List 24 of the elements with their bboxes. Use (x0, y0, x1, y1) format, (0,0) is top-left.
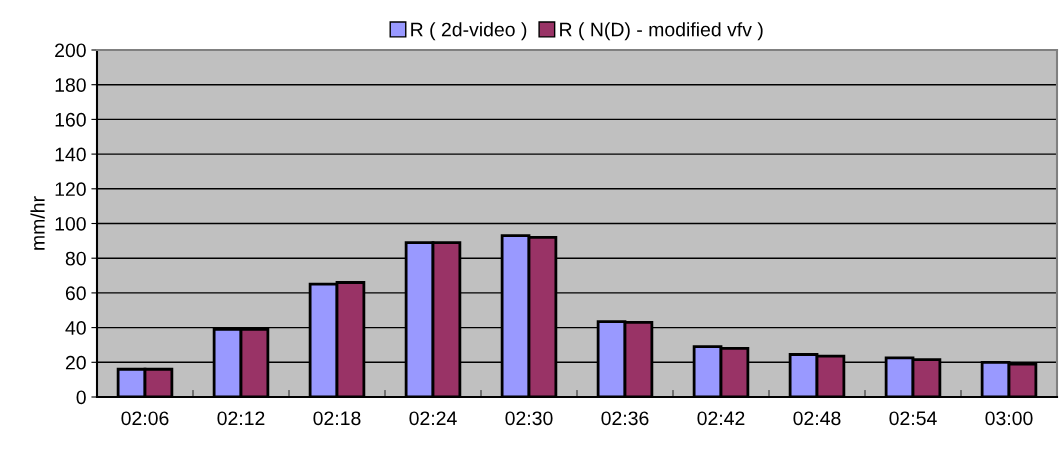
y-tick-label: 0 (76, 390, 86, 405)
x-tick-label: 02:18 (313, 411, 361, 426)
y-tick-label: 20 (65, 355, 86, 370)
y-tick-label: 200 (55, 43, 86, 58)
x-tick-label: 02:54 (889, 411, 937, 426)
y-axis-title: mm/hr (30, 196, 45, 250)
y-tick-label: 80 (65, 251, 86, 266)
x-tick-label: 03:00 (985, 411, 1033, 426)
legend-label: R ( 2d-video ) (411, 22, 527, 41)
x-tick-label: 02:36 (601, 411, 649, 426)
x-tick-label: 02:48 (793, 411, 841, 426)
y-tick-label: 180 (55, 78, 86, 92)
legend-label: R ( N(D) - modified vfv ) (560, 22, 763, 41)
y-tick-label: 40 (65, 321, 86, 335)
y-tick-label: 100 (55, 216, 86, 231)
x-tick-label: 02:24 (409, 411, 457, 426)
y-tick-label: 140 (55, 147, 86, 162)
x-tick-label: 02:30 (505, 411, 553, 426)
x-tick-label: 02:42 (697, 411, 745, 426)
y-tick-label: 120 (55, 182, 86, 197)
y-tick-label: 60 (65, 286, 86, 301)
x-tick-label: 02:06 (121, 411, 169, 426)
y-tick-label: 160 (55, 112, 86, 127)
x-tick-label: 02:12 (217, 411, 265, 426)
